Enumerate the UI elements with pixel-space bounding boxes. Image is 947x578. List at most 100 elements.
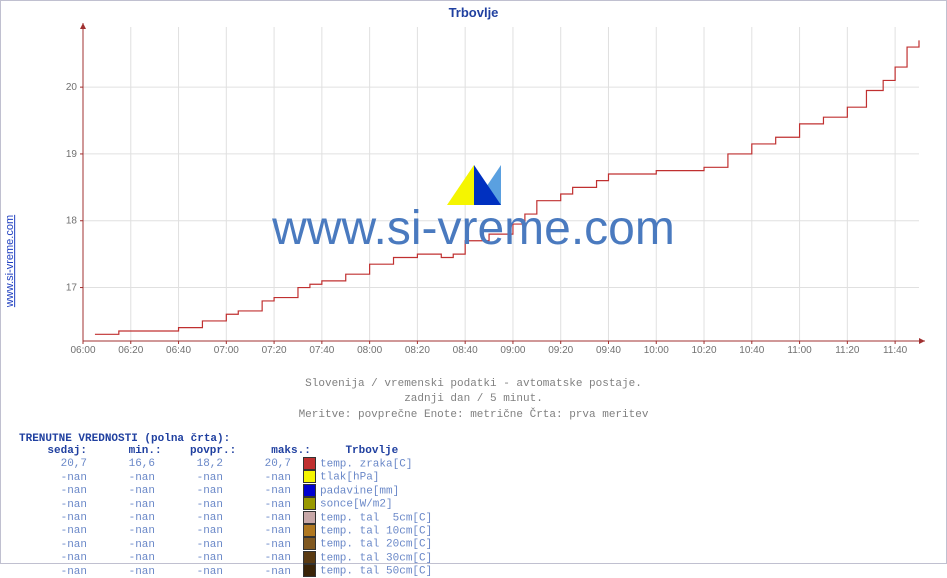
legend-swatch (303, 497, 316, 510)
legend-row: 20,716,618,220,7temp. zraka[C] (19, 457, 432, 470)
svg-text:09:20: 09:20 (548, 345, 573, 356)
subtitle-line-3: Meritve: povprečne Enote: metrične Črta:… (1, 408, 946, 423)
legend-swatch (303, 484, 316, 497)
legend-metric: padavine[mm] (320, 485, 399, 497)
legend-cell-maks: -nan (223, 472, 291, 484)
legend-cell-min: -nan (87, 539, 155, 551)
legend-cell-sedaj: -nan (19, 472, 87, 484)
legend-cell-povpr: -nan (155, 512, 223, 524)
legend-header-sedaj: sedaj: (19, 445, 87, 457)
source-link-text: www.si-vreme.com (4, 215, 16, 307)
chart-svg: 06:00 06:20 06:40 07:00 07:20 07:40 08:00 08:20… (59, 21, 929, 361)
legend-cell-min: -nan (87, 499, 155, 511)
svg-text:10:40: 10:40 (739, 345, 764, 356)
legend-cell-maks: -nan (223, 485, 291, 497)
legend-swatch (303, 524, 316, 537)
legend-cell-povpr: -nan (155, 552, 223, 564)
legend-metric: temp. tal 30cm[C] (320, 552, 432, 564)
legend-row: -nan-nan-nan-nantemp. tal 20cm[C] (19, 537, 432, 550)
legend-cell-povpr: -nan (155, 472, 223, 484)
svg-text:06:20: 06:20 (118, 345, 143, 356)
legend-metric: sonce[W/m2] (320, 499, 393, 511)
legend-cell-maks: -nan (223, 539, 291, 551)
legend-table: TRENUTNE VREDNOSTI (polna črta): sedaj: … (19, 433, 432, 578)
legend-cell-maks: -nan (223, 525, 291, 537)
legend-rows: 20,716,618,220,7temp. zraka[C]-nan-nan-n… (19, 457, 432, 578)
legend-cell-sedaj: -nan (19, 525, 87, 537)
svg-text:06:40: 06:40 (166, 345, 191, 356)
svg-text:08:20: 08:20 (405, 345, 430, 356)
legend-cell-min: -nan (87, 485, 155, 497)
legend-header-maks: maks.: (243, 445, 311, 457)
source-link-vertical[interactable]: www.si-vreme.com (1, 181, 19, 341)
legend-cell-min: -nan (87, 512, 155, 524)
svg-text:11:00: 11:00 (787, 345, 812, 356)
legend-row: -nan-nan-nan-nanpadavine[mm] (19, 484, 432, 497)
svg-text:07:00: 07:00 (214, 345, 239, 356)
svg-text:09:00: 09:00 (500, 345, 525, 356)
legend-row: -nan-nan-nan-nantemp. tal 50cm[C] (19, 564, 432, 577)
legend-cell-min: -nan (87, 472, 155, 484)
svg-text:11:20: 11:20 (835, 345, 860, 356)
legend-cell-maks: 20,7 (223, 458, 291, 470)
legend-cell-min: 16,6 (87, 458, 155, 470)
legend-metric: temp. tal 20cm[C] (320, 539, 432, 551)
subtitle: Slovenija / vremenski podatki - avtomats… (1, 377, 946, 423)
chart-container: Trbovlje www.si-vreme.com 06:00 06:20 06:4… (0, 0, 947, 564)
svg-text:09:40: 09:40 (596, 345, 621, 356)
svg-text:06:00: 06:00 (70, 345, 95, 356)
legend-header-povpr: povpr.: (168, 445, 236, 457)
legend-cell-povpr: -nan (155, 539, 223, 551)
legend-row: -nan-nan-nan-nansonce[W/m2] (19, 497, 432, 510)
legend-swatch (303, 470, 316, 483)
legend-cell-sedaj: -nan (19, 539, 87, 551)
svg-text:07:40: 07:40 (309, 345, 334, 356)
legend-header: sedaj: min.: povpr.: maks.: Trbovlje (19, 445, 432, 457)
legend-cell-povpr: -nan (155, 485, 223, 497)
legend-swatch (303, 564, 316, 577)
svg-text:20: 20 (66, 82, 78, 93)
subtitle-line-2: zadnji dan / 5 minut. (1, 392, 946, 407)
legend-cell-sedaj: -nan (19, 552, 87, 564)
legend-cell-sedaj: 20,7 (19, 458, 87, 470)
subtitle-line-1: Slovenija / vremenski podatki - avtomats… (1, 377, 946, 392)
svg-text:07:20: 07:20 (262, 345, 287, 356)
legend-metric: temp. tal 50cm[C] (320, 566, 432, 578)
legend-row: -nan-nan-nan-nantemp. tal 30cm[C] (19, 551, 432, 564)
chart-title: Trbovlje (1, 5, 946, 20)
legend-cell-maks: -nan (223, 552, 291, 564)
legend-cell-povpr: 18,2 (155, 458, 223, 470)
legend-cell-sedaj: -nan (19, 566, 87, 578)
svg-text:19: 19 (66, 149, 78, 160)
svg-text:10:00: 10:00 (644, 345, 669, 356)
legend-cell-maks: -nan (223, 512, 291, 524)
legend-swatch (303, 457, 316, 470)
legend-row: -nan-nan-nan-nantemp. tal 10cm[C] (19, 524, 432, 537)
legend-cell-povpr: -nan (155, 566, 223, 578)
svg-text:11:40: 11:40 (883, 345, 908, 356)
legend-metric: tlak[hPa] (320, 472, 379, 484)
legend-swatch (303, 537, 316, 550)
legend-title: TRENUTNE VREDNOSTI (polna črta): (19, 433, 432, 445)
legend-header-min: min.: (94, 445, 162, 457)
legend-row: -nan-nan-nan-nantemp. tal 5cm[C] (19, 511, 432, 524)
legend-cell-maks: -nan (223, 499, 291, 511)
legend-cell-povpr: -nan (155, 499, 223, 511)
legend-cell-maks: -nan (223, 566, 291, 578)
legend-cell-min: -nan (87, 525, 155, 537)
legend-cell-povpr: -nan (155, 525, 223, 537)
legend-swatch (303, 511, 316, 524)
legend-swatch (303, 551, 316, 564)
svg-text:10:20: 10:20 (692, 345, 717, 356)
legend-metric: temp. zraka[C] (320, 458, 412, 470)
svg-text:08:40: 08:40 (453, 345, 478, 356)
legend-metric: temp. tal 5cm[C] (320, 512, 432, 524)
legend-cell-sedaj: -nan (19, 512, 87, 524)
line-chart: 06:00 06:20 06:40 07:00 07:20 07:40 08:00 08:20… (59, 21, 929, 361)
legend-cell-min: -nan (87, 552, 155, 564)
svg-text:18: 18 (66, 216, 78, 227)
legend-metric: temp. tal 10cm[C] (320, 525, 432, 537)
legend-cell-sedaj: -nan (19, 499, 87, 511)
svg-text:08:00: 08:00 (357, 345, 382, 356)
legend-cell-min: -nan (87, 566, 155, 578)
